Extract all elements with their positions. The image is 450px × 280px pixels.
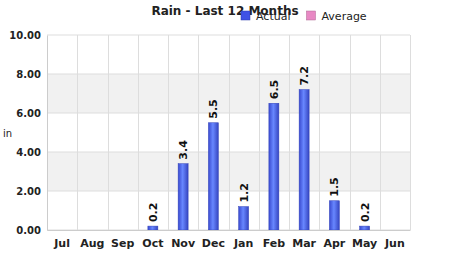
y-axis-title: in — [3, 128, 12, 139]
bar — [148, 226, 158, 230]
x-tick-label: Apr — [323, 237, 345, 250]
grid-line-vertical — [77, 35, 78, 230]
data-label: 7.2 — [298, 66, 311, 86]
x-tick-label: Sep — [111, 237, 134, 250]
x-tick-label: Nov — [171, 237, 196, 250]
bar — [208, 123, 218, 230]
legend-swatch — [241, 11, 250, 20]
x-tick-label: Feb — [263, 237, 286, 250]
y-tick-label: 6.00 — [16, 108, 41, 119]
data-label: 6.5 — [268, 80, 281, 100]
x-tick: Feb — [263, 230, 286, 250]
grid-line-vertical — [198, 35, 199, 230]
y-tick-label: 8.00 — [16, 69, 41, 80]
plot: 0.2 3.4 5.5 1.2 6.5 7.2 1.5 0.2 0.00 2.00 4.00 6.00… — [9, 30, 410, 250]
x-axis: Jul Aug Sep Oct Nov Dec Jan Feb Mar Apr May Jun — [48, 230, 411, 250]
legend-label: Average — [321, 10, 366, 23]
data-label: 5.5 — [207, 99, 220, 119]
legend-swatch — [306, 11, 315, 20]
bar — [299, 90, 309, 230]
x-tick: Jul — [53, 230, 70, 250]
bars — [148, 90, 370, 230]
grid-line — [47, 113, 410, 114]
y-tick: 10.00 — [9, 30, 47, 41]
x-tick: Jan — [233, 230, 253, 250]
x-tick-label: May — [352, 237, 377, 250]
x-tick: Aug — [80, 230, 104, 250]
grid-line-vertical — [108, 35, 109, 230]
data-label: 1.2 — [238, 183, 251, 203]
y-tick-label: 2.00 — [16, 186, 41, 197]
x-tick: Sep — [111, 230, 134, 250]
y-tick-label: 4.00 — [16, 147, 41, 158]
y-tick-label: 0.00 — [16, 225, 41, 236]
y-tick: 4.00 — [16, 147, 47, 158]
grid-line — [47, 152, 410, 153]
grid-band — [47, 74, 410, 113]
bar — [178, 164, 188, 230]
grid-line-vertical — [380, 35, 381, 230]
bar — [269, 103, 279, 230]
y-tick: 0.00 — [16, 225, 47, 236]
bar — [239, 207, 249, 230]
grid-line — [47, 35, 410, 36]
x-tick-label: Mar — [292, 237, 316, 250]
x-tick: Oct — [142, 230, 163, 250]
grid-line — [47, 191, 410, 192]
data-label: 0.2 — [359, 203, 372, 223]
y-tick: 8.00 — [16, 69, 47, 80]
y-axis: 0.00 2.00 4.00 6.00 8.00 10.00 — [9, 30, 47, 236]
x-tick: Jun — [384, 230, 405, 250]
legend-label: Actual — [256, 10, 290, 23]
grid-line — [47, 230, 410, 231]
x-tick-label: Jan — [233, 237, 253, 250]
grid-line-vertical — [289, 35, 290, 230]
x-tick-label: Jun — [384, 237, 405, 250]
bar — [360, 226, 370, 230]
x-tick-label: Aug — [80, 237, 104, 250]
x-tick: Apr — [323, 230, 345, 250]
grid-line-vertical — [410, 35, 411, 230]
data-label: 3.4 — [177, 140, 190, 160]
x-tick-label: Jul — [53, 237, 70, 250]
x-tick: May — [352, 230, 377, 250]
grid-band — [47, 152, 410, 191]
y-tick: 6.00 — [16, 108, 47, 119]
x-axis-line — [48, 230, 411, 231]
bar — [329, 201, 339, 230]
data-labels: 0.2 3.4 5.5 1.2 6.5 7.2 1.5 0.2 — [147, 66, 372, 222]
x-tick: Mar — [292, 230, 316, 250]
grid-line-vertical — [259, 35, 260, 230]
x-tick-label: Oct — [142, 237, 163, 250]
x-tick: Dec — [202, 230, 225, 250]
grid-line — [47, 74, 410, 75]
y-tick: 2.00 — [16, 186, 47, 197]
grid-line-vertical — [168, 35, 169, 230]
data-label: 1.5 — [328, 177, 341, 197]
grid-line-vertical — [229, 35, 230, 230]
y-tick-label: 10.00 — [9, 30, 41, 41]
grid-line-vertical — [350, 35, 351, 230]
x-tick: Nov — [171, 230, 196, 250]
y-axis-line — [47, 36, 48, 231]
legend: Actual Average — [241, 10, 367, 23]
chart: Rain - Last 12 MonthsActualAverage0.23.4… — [0, 0, 450, 280]
grid-line-vertical — [138, 35, 139, 230]
x-tick-label: Dec — [202, 237, 225, 250]
data-label: 0.2 — [147, 203, 160, 223]
grid-line-vertical — [319, 35, 320, 230]
